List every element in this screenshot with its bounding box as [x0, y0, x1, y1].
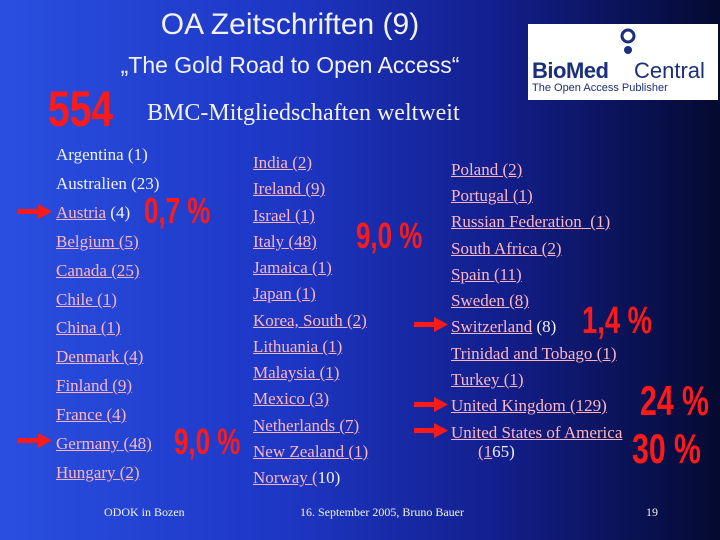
list-item-link[interactable]: Hungary (2)	[56, 463, 140, 482]
list-item-link[interactable]: Lithuania (1)	[253, 337, 343, 356]
arrow-austria-icon	[18, 204, 52, 219]
list-item-link[interactable]: Malaysia (1)	[253, 363, 340, 382]
list-item: Argentina (1)	[56, 145, 148, 164]
list-item-link[interactable]: United Kingdom (129)	[451, 396, 607, 415]
percent-uk: 24 %	[640, 377, 709, 424]
logo-tagline: The Open Access Publisher	[532, 82, 668, 94]
list-item-link[interactable]: Israel (1)	[253, 206, 315, 225]
percent-austria: 0,7 %	[144, 190, 211, 231]
arrow-uk-icon	[414, 397, 448, 412]
percent-italy: 9,0 %	[356, 215, 423, 256]
list-item-link[interactable]: South Africa (2)	[451, 239, 562, 258]
list-item-link[interactable]: Switzerland (8)	[451, 317, 557, 336]
list-item-link[interactable]: France (4)	[56, 405, 127, 424]
list-item-link[interactable]: Jamaica (1)	[253, 258, 332, 277]
arrow-germany-icon	[18, 433, 52, 448]
footer-left: ODOK in Bozen	[104, 505, 185, 519]
percent-germany: 9,0 %	[174, 421, 241, 462]
slide-heading: BMC-Mitgliedschaften weltweit	[147, 100, 460, 126]
list-item-link[interactable]: Denmark (4)	[56, 347, 144, 366]
list-item-link[interactable]: Ireland (9)	[253, 179, 326, 198]
list-item-link[interactable]: Trinidad and Tobago (1)	[451, 344, 617, 363]
list-item-link[interactable]: Portugal (1)	[451, 186, 533, 205]
slide-subtitle: „The Gold Road to Open Access“	[120, 52, 460, 78]
list-item-link[interactable]: Chile (1)	[56, 290, 117, 309]
list-item-link[interactable]: Turkey (1)	[451, 370, 524, 389]
list-item-link[interactable]: Germany (48)	[56, 434, 152, 453]
list-item-link[interactable]: Italy (48)	[253, 232, 317, 251]
footer-center: 16. September 2005, Bruno Bauer	[300, 505, 464, 519]
list-item-link[interactable]: Russian Federation (1)	[451, 212, 611, 231]
page-number: 19	[646, 505, 658, 519]
list-item-link[interactable]: Korea, South (2)	[253, 311, 367, 330]
total-count: 554	[48, 81, 114, 137]
list-item-link[interactable]: Spain (11)	[451, 265, 522, 284]
logo-circles-icon	[620, 28, 636, 54]
list-item-link[interactable]: Mexico (3)	[253, 389, 330, 408]
list-item-link[interactable]: Netherlands (7)	[253, 416, 360, 435]
biomed-central-logo: BioMed Central The Open Access Publisher	[528, 24, 718, 100]
list-item-link[interactable]: Poland (2)	[451, 160, 523, 179]
list-item-link[interactable]: Canada (25)	[56, 261, 140, 280]
arrow-usa-icon	[414, 423, 448, 438]
list-item-link[interactable]: Sweden (8)	[451, 291, 529, 310]
list-item-link[interactable]: Japan (1)	[253, 284, 316, 303]
list-item-link[interactable]: Austria (4)	[56, 203, 131, 222]
logo-word-biomed: BioMed	[532, 58, 609, 83]
list-item-link[interactable]: India (2)	[253, 153, 313, 172]
arrow-switzerland-icon	[414, 317, 448, 332]
logo-word-central: Central	[634, 58, 705, 83]
list-item-link[interactable]: Finland (9)	[56, 376, 133, 395]
list-item-link[interactable]: Norway (10)	[253, 468, 341, 487]
list-item-link[interactable]: China (1)	[56, 318, 121, 337]
percent-switzerland: 1,4 %	[582, 300, 652, 342]
percent-usa: 30 %	[632, 425, 701, 472]
list-item-link[interactable]: Belgium (5)	[56, 232, 139, 251]
list-item-link[interactable]: (165)	[478, 442, 515, 461]
list-item-link[interactable]: New Zealand (1)	[253, 442, 369, 461]
list-item-link[interactable]: United States of America	[451, 423, 623, 442]
list-item: Australien (23)	[56, 174, 160, 193]
slide-title: OA Zeitschriften (9)	[160, 8, 420, 41]
